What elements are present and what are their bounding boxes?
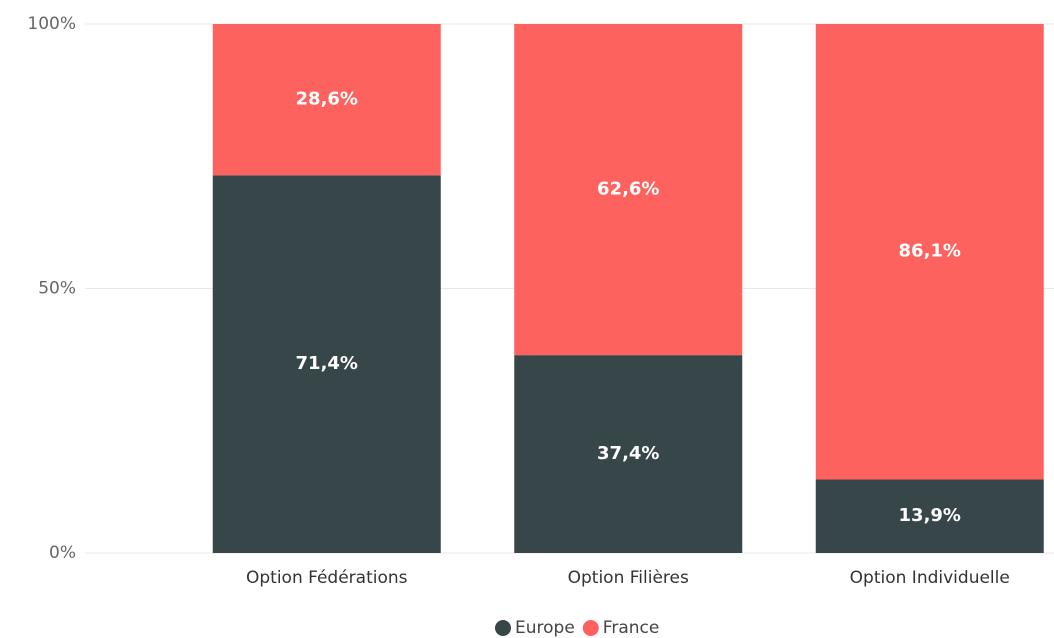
bar-segment (514, 24, 743, 356)
x-tick-label: Option Filières (568, 568, 689, 588)
legend-swatch (495, 620, 511, 636)
data-label: 13,9% (899, 505, 961, 526)
data-label: 28,6% (296, 89, 358, 110)
bar-segment (815, 24, 1044, 480)
bar-segment (212, 175, 441, 553)
data-label: 62,6% (597, 179, 659, 200)
legend-swatch (582, 620, 599, 636)
bar-segment (212, 24, 441, 176)
legend-label: France (603, 618, 660, 638)
bar-segment (514, 355, 743, 553)
bar-segment (815, 479, 1044, 553)
x-tick-label: Option Fédérations (246, 568, 408, 588)
data-label: 37,4% (597, 443, 659, 464)
data-label: 71,4% (296, 353, 358, 374)
data-label: 86,1% (899, 241, 961, 262)
y-tick-label: 100% (27, 14, 76, 34)
y-tick-label: 0% (49, 543, 76, 563)
legend-label: Europe (515, 618, 575, 638)
y-tick-label: 50% (38, 279, 76, 299)
x-tick-label: Option Individuelle (850, 568, 1010, 588)
